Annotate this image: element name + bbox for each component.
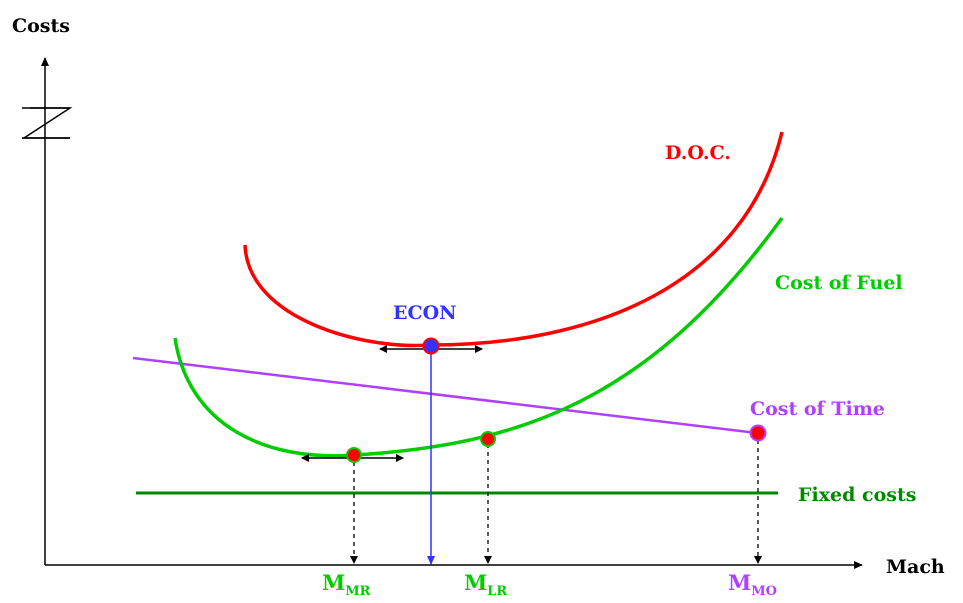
axis-break-icon (21, 107, 73, 139)
mmo-label: MMO (728, 570, 777, 599)
cost-of-fuel-curve (173, 216, 784, 458)
cost-of-time-line (132, 356, 758, 435)
mmr-marker (346, 447, 362, 463)
cost-of-fuel-label: Cost of Fuel (775, 272, 903, 294)
mmo-marker (749, 424, 767, 442)
x-axis-label: Mach (886, 556, 945, 578)
econ-label: ECON (393, 302, 457, 324)
mlr-label: MLR (464, 570, 507, 599)
doc-curve (243, 131, 784, 348)
cost-of-time-label: Cost of Time (750, 398, 885, 420)
doc-label: D.O.C. (665, 142, 731, 164)
mmr-label: MMR (322, 570, 371, 599)
fixed-costs-label: Fixed costs (798, 484, 916, 506)
mlr-marker (480, 431, 496, 447)
econ-marker (422, 337, 440, 355)
y-axis-label: Costs (12, 15, 70, 37)
